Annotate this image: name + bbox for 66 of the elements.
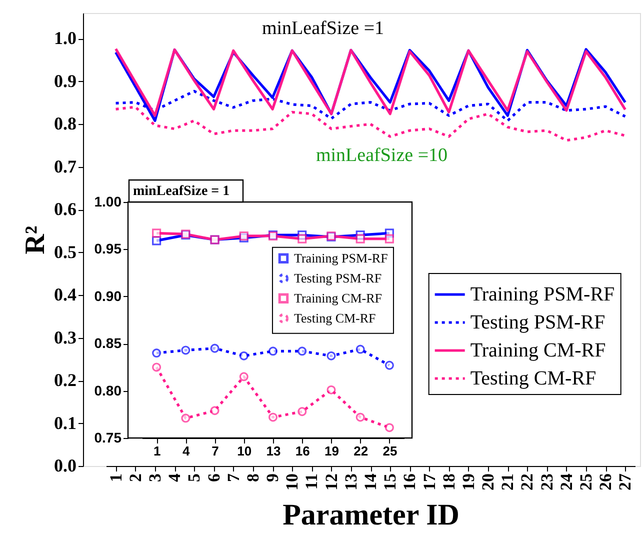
x-tick-label: 5 [184, 474, 204, 482]
x-tick-label: 6 [204, 474, 224, 482]
x-tick-label: 14 [361, 473, 380, 490]
y-tick-label: 0.6 [54, 199, 76, 220]
y-tick-label: 0.90 [94, 288, 122, 304]
y-tick-label: 1.0 [54, 28, 76, 48]
x-tick-label: 10 [282, 474, 302, 490]
legend-label: Training PSM-RF [294, 250, 388, 266]
x-tick-label: 13 [341, 474, 360, 490]
x-tick-label: 1 [106, 474, 126, 482]
x-tick-label: 10 [237, 444, 252, 458]
x-tick-label: 25 [576, 474, 596, 490]
x-tick-label: 12 [322, 474, 341, 490]
x-tick-label: 8 [243, 474, 262, 482]
y-tick-label: 0.2 [54, 370, 76, 390]
x-tick-label: 9 [263, 474, 282, 482]
x-tick-label: 4 [165, 473, 184, 482]
x-tick-label: 24 [556, 473, 576, 490]
annotation: minLeafSize =10 [316, 145, 448, 166]
y-tick-label: 0.3 [54, 327, 76, 348]
x-tick-label: 7 [212, 444, 219, 458]
y-tick-label: 0.75 [94, 430, 122, 446]
x-tick-label: 22 [518, 474, 537, 490]
x-tick-label: 4 [182, 444, 191, 458]
x-tick-label: 27 [616, 473, 635, 490]
x-tick-label: 26 [596, 474, 616, 490]
legend-label: Testing CM-RF [470, 368, 596, 390]
chart-title: minLeafSize = 1 [133, 184, 230, 199]
legend-label: Testing PSM-RF [470, 312, 606, 334]
y-tick-label: 0.85 [94, 335, 122, 352]
legend-label: Training CM-RF [470, 340, 606, 362]
x-tick-label: 3 [145, 474, 164, 482]
x-tick-label: 25 [382, 444, 398, 458]
legend-label: Training CM-RF [294, 290, 382, 306]
x-tick-label: 17 [420, 473, 439, 490]
annotation: minLeafSize =1 [262, 18, 384, 39]
x-axis-title: Parameter ID [282, 498, 460, 532]
x-tick-label: 13 [266, 444, 281, 458]
x-tick-label: 16 [400, 474, 420, 490]
x-tick-label: 23 [537, 474, 556, 490]
y-tick-label: 0.80 [94, 382, 122, 398]
y-axis-title: R² [20, 226, 51, 254]
x-tick-label: 2 [126, 474, 145, 482]
legend-label: Training PSM-RF [470, 284, 615, 306]
y-tick-label: 1.00 [94, 194, 122, 210]
x-tick-label: 16 [295, 444, 310, 458]
y-tick-label: 0.7 [54, 156, 76, 176]
y-tick-label: 0.8 [54, 114, 76, 134]
y-tick-label: 0.9 [54, 70, 76, 91]
x-tick-label: 7 [224, 473, 243, 482]
legend-label: Testing PSM-RF [294, 270, 382, 286]
legend-label: Testing CM-RF [294, 310, 376, 326]
y-tick-label: 0.95 [94, 240, 122, 257]
y-tick-label: 0.4 [54, 284, 76, 305]
x-tick-label: 21 [498, 474, 518, 490]
y-tick-label: 0.5 [54, 242, 76, 262]
y-tick-label: 0.0 [54, 456, 76, 476]
x-tick-label: 18 [439, 474, 458, 490]
x-tick-label: 15 [380, 474, 400, 490]
x-tick-label: 20 [478, 474, 498, 490]
x-tick-label: 11 [302, 474, 322, 490]
x-tick-label: 1 [153, 444, 161, 458]
x-tick-label: 22 [354, 444, 368, 458]
x-tick-label: 19 [324, 444, 339, 458]
y-tick-label: 0.1 [54, 412, 76, 433]
x-tick-label: 19 [458, 474, 478, 490]
